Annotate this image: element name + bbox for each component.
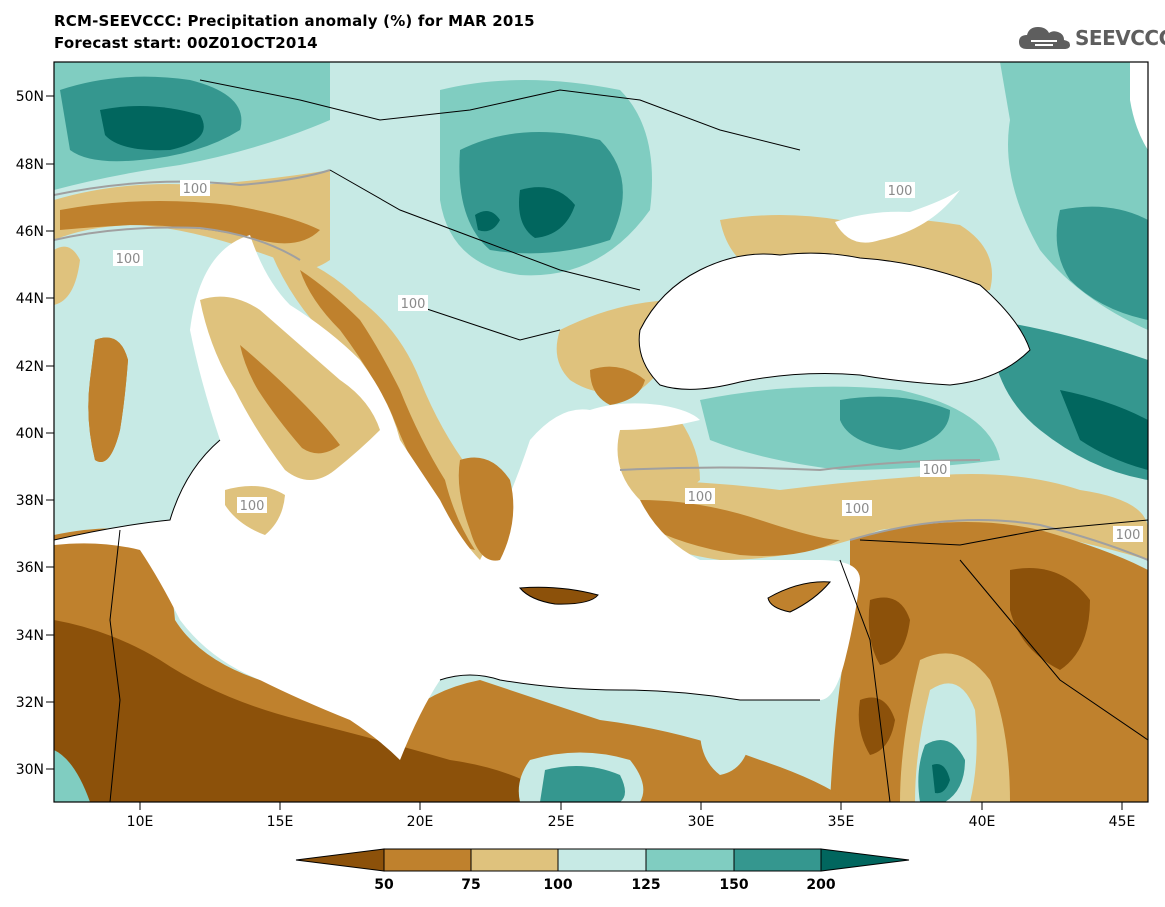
contour-label: 100 [923, 463, 948, 478]
colorbar-tick-200: 200 [806, 877, 835, 893]
anomaly-zone-dry [60, 201, 320, 244]
lon-label-10e: 10E [127, 814, 154, 830]
anomaly-zone-extreme-wet [519, 187, 575, 238]
lat-label-50n: 50N [16, 89, 44, 105]
contour-100 [849, 519, 1148, 561]
sea-mask-azov [835, 190, 960, 243]
island-sardinia-corsica [88, 337, 128, 462]
lat-label-34n: 34N [16, 628, 44, 644]
anomaly-zone-dry [300, 270, 475, 550]
contour-100 [54, 226, 301, 261]
anomaly-zone-dry [590, 366, 645, 405]
contour-label: 100 [116, 252, 141, 267]
lat-label-40n: 40N [16, 426, 44, 442]
anomaly-zone-very-wet [1056, 206, 1148, 320]
lon-label-20e: 20E [407, 814, 434, 830]
contour-label: 100 [845, 502, 870, 517]
anomaly-zone-extreme-wet [1060, 390, 1148, 470]
contour-label: 100 [240, 499, 265, 514]
lat-label-44n: 44N [16, 291, 44, 307]
contour-label: 100 [688, 490, 713, 505]
sea-mask-black-sea [639, 253, 1030, 390]
lat-label-36n: 36N [16, 560, 44, 576]
colorbar-swatch-50-75 [383, 848, 472, 872]
contour-labels: 100 100 100 100 100 100 100 100 100 [113, 180, 1143, 543]
anomaly-zone-very-wet [540, 766, 625, 802]
greece-dry [458, 457, 514, 561]
contour-label: 100 [1116, 528, 1141, 543]
lat-label-38n: 38N [16, 493, 44, 509]
lat-label-32n: 32N [16, 695, 44, 711]
anomaly-zone-slightly-dry [54, 246, 80, 305]
lat-label-30n: 30N [16, 762, 44, 778]
colorbar-swatch-75-100 [470, 848, 559, 872]
anomaly-zone-slightly-wet [700, 726, 750, 775]
sea-mask-caspian [1130, 62, 1148, 150]
lon-label-40e: 40E [969, 814, 996, 830]
lon-label-45e: 45E [1109, 814, 1136, 830]
colorbar-swatch-100-125 [557, 848, 647, 872]
contour-label: 100 [183, 182, 208, 197]
lon-axis: 10E 15E 20E 25E 30E 35E 40E 45E [127, 802, 1136, 830]
anomaly-zone-very-dry [54, 620, 560, 802]
italy-dry-core [240, 345, 340, 454]
italy-peninsula [200, 296, 380, 480]
contour-100 [54, 169, 331, 196]
colorbar-swatch-125-150 [645, 848, 735, 872]
anomaly-zone-extreme-wet [475, 211, 500, 232]
map-frame [53, 61, 1149, 803]
colorbar-swatch-below-50 [295, 848, 385, 872]
colorbar-tick-100: 100 [543, 877, 572, 893]
anomaly-zone-extreme-wet [932, 764, 950, 794]
logo-text: SEEVCCC [1075, 26, 1165, 50]
lat-label-42n: 42N [16, 359, 44, 375]
anomaly-zone-extreme-wet [100, 106, 204, 151]
cloud-logo-icon [1019, 27, 1070, 49]
colorbar-swatch-150-200 [733, 848, 822, 872]
anomaly-zone-very-dry [868, 597, 910, 665]
map-title: RCM-SEEVCCC: Precipitation anomaly (%) f… [54, 12, 535, 30]
lon-label-30e: 30E [688, 814, 715, 830]
borders [54, 79, 1148, 802]
forecast-start: Forecast start: 00Z01OCT2014 [54, 34, 318, 52]
anomaly-zone-very-dry [858, 697, 895, 755]
anomaly-zone-slightly-dry [600, 415, 700, 500]
lon-label-35e: 35E [828, 814, 855, 830]
lon-label-15e: 15E [267, 814, 294, 830]
anomaly-zone-wet [54, 750, 90, 802]
colorbar: 50 75 100 125 150 200 [295, 848, 910, 893]
lat-label-48n: 48N [16, 157, 44, 173]
colorbar-tick-150: 150 [719, 877, 748, 893]
lat-label-46n: 46N [16, 224, 44, 240]
contour-label: 100 [888, 184, 913, 199]
anomaly-zone-very-wet [840, 396, 950, 450]
colorbar-tick-75: 75 [461, 877, 480, 893]
colorbar-tick-125: 125 [631, 877, 660, 893]
colorbar-swatch-above-200 [820, 848, 910, 872]
anomaly-zone-dry [640, 500, 840, 556]
contour-label: 100 [401, 297, 426, 312]
island-cyprus [768, 581, 830, 612]
lon-label-25e: 25E [548, 814, 575, 830]
colorbar-tick-50: 50 [374, 877, 394, 893]
lat-axis: 50N 48N 46N 44N 42N 40N 38N 36N 34N 32N … [16, 89, 54, 778]
logo: SEEVCCC [1017, 22, 1165, 54]
